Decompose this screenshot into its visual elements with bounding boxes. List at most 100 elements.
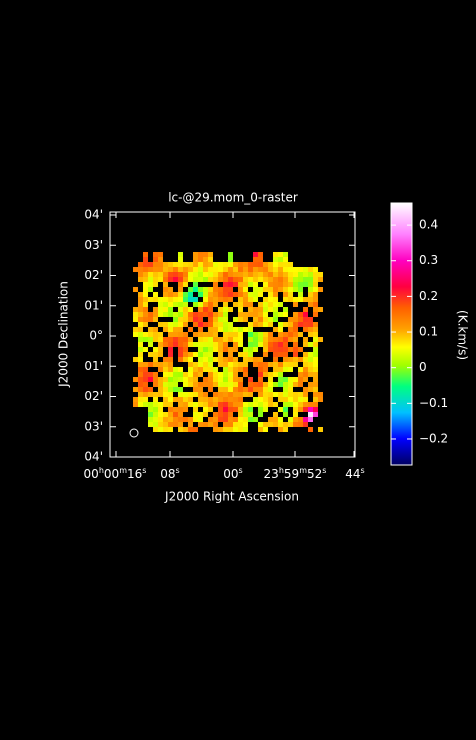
raster-pixel bbox=[218, 287, 223, 292]
raster-pixel bbox=[168, 357, 173, 362]
raster-pixel bbox=[198, 422, 203, 427]
raster-pixel bbox=[183, 307, 188, 312]
raster-pixel bbox=[263, 312, 268, 317]
raster-pixel bbox=[193, 342, 198, 347]
raster-pixel bbox=[258, 257, 263, 262]
raster-pixel bbox=[263, 422, 268, 427]
raster-pixel bbox=[253, 272, 258, 277]
raster-pixel bbox=[293, 337, 298, 342]
raster-pixel bbox=[133, 357, 138, 362]
raster-pixel bbox=[278, 372, 283, 377]
raster-pixel bbox=[258, 367, 263, 372]
raster-pixel bbox=[223, 272, 228, 277]
x-tick-label-part: 52 bbox=[307, 467, 322, 481]
raster-pixel bbox=[163, 422, 168, 427]
raster-pixel bbox=[228, 282, 233, 287]
raster-pixel bbox=[283, 377, 288, 382]
raster-pixel bbox=[153, 252, 158, 257]
raster-pixel bbox=[203, 402, 208, 407]
raster-pixel bbox=[263, 332, 268, 337]
raster-pixel bbox=[248, 342, 253, 347]
raster-pixel bbox=[298, 287, 303, 292]
raster-pixel bbox=[163, 417, 168, 422]
raster-pixel bbox=[218, 392, 223, 397]
raster-pixel bbox=[193, 302, 198, 307]
raster-pixel bbox=[233, 372, 238, 377]
raster-pixel bbox=[198, 272, 203, 277]
raster-pixel bbox=[303, 267, 308, 272]
raster-pixel bbox=[283, 412, 288, 417]
raster-pixel bbox=[268, 292, 273, 297]
raster-pixel bbox=[178, 312, 183, 317]
raster-pixel bbox=[198, 262, 203, 267]
raster-pixel bbox=[308, 292, 313, 297]
raster-pixel bbox=[153, 297, 158, 302]
raster-pixel bbox=[253, 312, 258, 317]
raster-pixel bbox=[193, 287, 198, 292]
x-tick-label: 23h59m52s bbox=[264, 466, 327, 481]
raster-pixel bbox=[198, 362, 203, 367]
raster-pixel bbox=[303, 422, 308, 427]
raster-pixel bbox=[303, 417, 308, 422]
raster-pixel bbox=[248, 377, 253, 382]
raster-pixel bbox=[208, 367, 213, 372]
raster-pixel bbox=[138, 367, 143, 372]
raster-pixel bbox=[168, 422, 173, 427]
raster-pixel bbox=[258, 342, 263, 347]
raster-pixel bbox=[163, 267, 168, 272]
raster-pixel bbox=[208, 297, 213, 302]
raster-pixel bbox=[288, 377, 293, 382]
raster-pixel bbox=[143, 332, 148, 337]
raster-pixel bbox=[248, 272, 253, 277]
raster-pixel bbox=[153, 372, 158, 377]
raster-pixel bbox=[173, 387, 178, 392]
raster-pixel bbox=[168, 412, 173, 417]
raster-pixel bbox=[243, 317, 248, 322]
raster-pixel bbox=[143, 252, 148, 257]
raster-pixel bbox=[248, 297, 253, 302]
raster-pixel bbox=[163, 312, 168, 317]
raster-pixel bbox=[148, 402, 153, 407]
raster-pixel bbox=[303, 407, 308, 412]
raster-pixel bbox=[248, 312, 253, 317]
raster-pixel bbox=[238, 367, 243, 372]
raster-pixel bbox=[248, 387, 253, 392]
raster-pixel bbox=[288, 272, 293, 277]
raster-pixel bbox=[148, 287, 153, 292]
raster-pixel bbox=[243, 302, 248, 307]
raster-pixel bbox=[178, 337, 183, 342]
raster-pixel bbox=[283, 362, 288, 367]
y-tick-label: 03' bbox=[84, 419, 103, 433]
raster-pixel bbox=[188, 312, 193, 317]
raster-pixel bbox=[243, 387, 248, 392]
raster-pixel bbox=[193, 317, 198, 322]
raster-pixel bbox=[313, 312, 318, 317]
raster-pixel bbox=[288, 317, 293, 322]
raster-pixel bbox=[248, 277, 253, 282]
raster-pixel bbox=[198, 312, 203, 317]
raster-pixel bbox=[163, 392, 168, 397]
raster-pixel bbox=[153, 357, 158, 362]
raster-pixel bbox=[178, 397, 183, 402]
raster-pixel bbox=[203, 337, 208, 342]
raster-pixel bbox=[143, 307, 148, 312]
raster-pixel bbox=[238, 307, 243, 312]
raster-pixel bbox=[308, 267, 313, 272]
raster-pixel bbox=[288, 287, 293, 292]
colorbar bbox=[390, 202, 413, 466]
raster-pixel bbox=[273, 412, 278, 417]
raster-pixel bbox=[153, 337, 158, 342]
raster-pixel bbox=[178, 407, 183, 412]
raster-pixel bbox=[153, 292, 158, 297]
raster-pixel bbox=[188, 307, 193, 312]
raster-pixel bbox=[243, 372, 248, 377]
raster-pixel bbox=[268, 262, 273, 267]
x-tick-label: 44s bbox=[345, 466, 364, 481]
raster-pixel bbox=[258, 302, 263, 307]
raster-pixel bbox=[138, 322, 143, 327]
raster-pixel bbox=[138, 277, 143, 282]
raster-pixel bbox=[273, 392, 278, 397]
raster-pixel bbox=[308, 272, 313, 277]
raster-pixel bbox=[283, 297, 288, 302]
raster-pixel bbox=[178, 387, 183, 392]
